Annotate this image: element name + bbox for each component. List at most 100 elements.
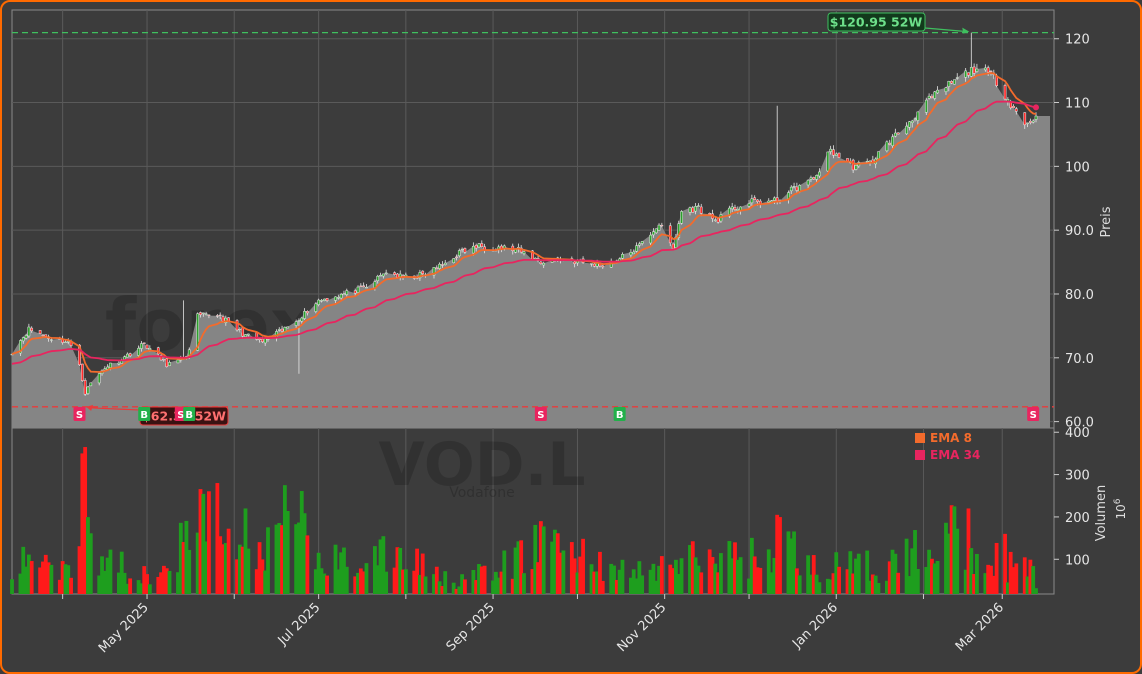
volume-bar xyxy=(80,453,85,594)
candle-body xyxy=(1029,120,1032,123)
candle-body xyxy=(1034,115,1038,120)
volume-bar xyxy=(178,522,183,594)
volume-bar xyxy=(696,565,701,594)
candle-body xyxy=(168,362,171,366)
candle-body xyxy=(789,186,793,192)
volume-bar xyxy=(322,573,327,594)
volume-bar xyxy=(890,549,895,594)
volume-bar xyxy=(752,556,757,594)
candle-body xyxy=(747,203,751,207)
volume-bar xyxy=(499,571,504,594)
price-tick-label: 100 xyxy=(1065,160,1090,175)
volume-bar xyxy=(516,541,521,594)
volume-bar xyxy=(305,535,310,594)
volume-bar xyxy=(963,569,968,594)
volume-bar xyxy=(86,517,90,594)
candle-body xyxy=(128,353,132,357)
candle-body xyxy=(140,343,143,349)
volume-bar xyxy=(147,584,152,594)
volume-bar xyxy=(989,565,993,594)
candle-body xyxy=(176,359,180,364)
volume-bar xyxy=(218,536,223,594)
price-tick-label: 70.0 xyxy=(1065,352,1094,367)
volume-bar xyxy=(491,580,495,594)
volume-bar xyxy=(955,528,960,594)
volume-bar xyxy=(420,553,425,594)
candle-body xyxy=(362,285,365,287)
candle-body xyxy=(854,165,858,170)
candle-body xyxy=(671,243,675,250)
candle-body xyxy=(688,207,692,213)
candle-body xyxy=(19,340,22,354)
candle-body xyxy=(64,341,67,343)
volume-bar xyxy=(260,559,265,594)
volume-bar xyxy=(558,552,563,594)
ema34-line xyxy=(11,100,1037,365)
volume-bar xyxy=(693,557,698,594)
volume-bar xyxy=(207,491,211,594)
candle-body xyxy=(137,347,140,356)
volume-bar xyxy=(69,577,73,594)
candle-body xyxy=(984,67,987,71)
volume-bar xyxy=(952,506,957,594)
volume-axis-title: Volumen xyxy=(1094,485,1109,542)
volume-bar xyxy=(519,540,524,594)
candle-body xyxy=(910,120,914,123)
volume-bar xyxy=(167,570,172,594)
volume-bar xyxy=(868,580,872,594)
volume-bar xyxy=(142,566,147,594)
candle-body xyxy=(286,326,290,329)
volume-bar xyxy=(29,561,34,594)
legend-swatch-ema34 xyxy=(915,450,925,460)
signal-marker xyxy=(73,407,86,421)
candle-body xyxy=(306,311,309,314)
volume-bar xyxy=(904,538,909,594)
volume-bar xyxy=(972,573,977,594)
candle-body xyxy=(654,228,658,234)
candle-body xyxy=(1012,106,1015,109)
volume-tick-label: 200 xyxy=(1065,511,1090,526)
candle-body xyxy=(196,313,200,351)
volume-bar xyxy=(440,586,445,594)
candle-body xyxy=(342,293,346,296)
volume-bar xyxy=(648,569,653,594)
volume-bar xyxy=(896,572,901,594)
volume-bar xyxy=(766,549,771,594)
volume-bar xyxy=(457,586,462,594)
candle-body xyxy=(969,67,973,77)
volume-bar xyxy=(156,576,161,594)
candle-body xyxy=(750,198,754,204)
date-tick-label: May 2025 xyxy=(96,600,152,656)
signal-marker xyxy=(138,407,151,421)
candle-body xyxy=(590,263,593,265)
volume-bar xyxy=(496,577,501,594)
signal-marker xyxy=(1027,407,1040,421)
candle-body xyxy=(201,312,205,314)
volume-bar xyxy=(991,575,996,594)
candle-body xyxy=(708,213,712,215)
candle-body xyxy=(44,334,48,337)
volume-bar xyxy=(395,547,400,594)
volume-bar xyxy=(361,571,366,594)
volume-bar xyxy=(493,571,498,594)
volume-bar xyxy=(831,573,836,594)
candle-body xyxy=(730,206,734,210)
candle-body xyxy=(109,362,112,368)
candle-body xyxy=(924,99,928,113)
volume-bar xyxy=(983,573,988,594)
candle-body xyxy=(244,334,247,337)
candle-body xyxy=(837,152,841,158)
candle-body xyxy=(601,265,605,268)
volume-bar xyxy=(913,530,917,594)
signal-label: B xyxy=(616,410,624,421)
volume-bar xyxy=(100,556,104,594)
candle-body xyxy=(123,356,126,360)
signal-label: B xyxy=(185,410,193,421)
candle-body xyxy=(967,72,970,76)
candle-body xyxy=(792,185,796,188)
candle-body xyxy=(947,80,951,87)
candle-body xyxy=(542,262,546,266)
volume-bar xyxy=(240,546,245,594)
volume-bar xyxy=(237,544,242,594)
